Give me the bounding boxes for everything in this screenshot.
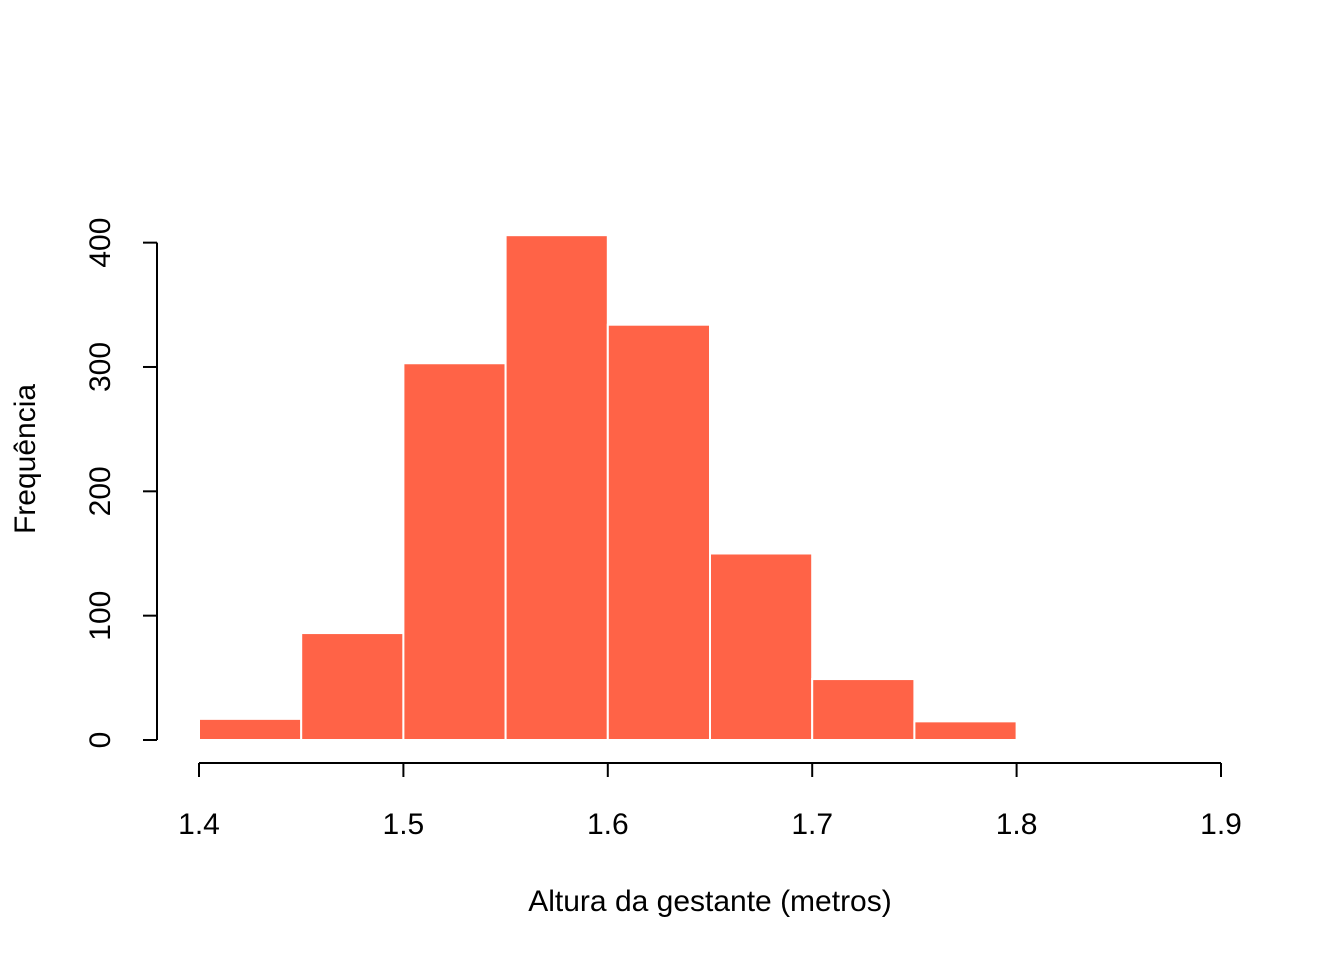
histogram-bar — [300, 632, 405, 742]
histogram-bar — [709, 552, 814, 741]
y-tick-label: 300 — [84, 342, 117, 392]
histogram-bars — [198, 234, 1018, 742]
y-tick-label: 100 — [84, 591, 117, 641]
histogram-bar — [504, 234, 609, 741]
y-tick-label: 0 — [84, 732, 117, 749]
histogram-bar — [811, 678, 916, 742]
y-tick-label: 400 — [84, 218, 117, 268]
histogram-bar — [606, 323, 711, 741]
y-tick-label: 200 — [84, 466, 117, 516]
histogram-bar — [402, 362, 507, 741]
x-axis-title: Altura da gestante (metros) — [528, 885, 892, 918]
x-tick-label: 1.5 — [383, 808, 425, 841]
x-tick-label: 1.6 — [587, 808, 629, 841]
x-axis-ticks: 1.4 1.5 1.6 1.7 1.8 1.9 — [178, 763, 1242, 841]
y-axis-title: Frequência — [9, 384, 42, 534]
histogram-bar — [198, 717, 303, 741]
histogram-bar — [913, 720, 1018, 741]
x-tick-label: 1.4 — [178, 808, 220, 841]
x-tick-label: 1.7 — [791, 808, 833, 841]
x-tick-label: 1.8 — [996, 808, 1038, 841]
y-axis-ticks: 0 100 200 300 400 — [84, 218, 157, 749]
x-tick-label: 1.9 — [1200, 808, 1242, 841]
